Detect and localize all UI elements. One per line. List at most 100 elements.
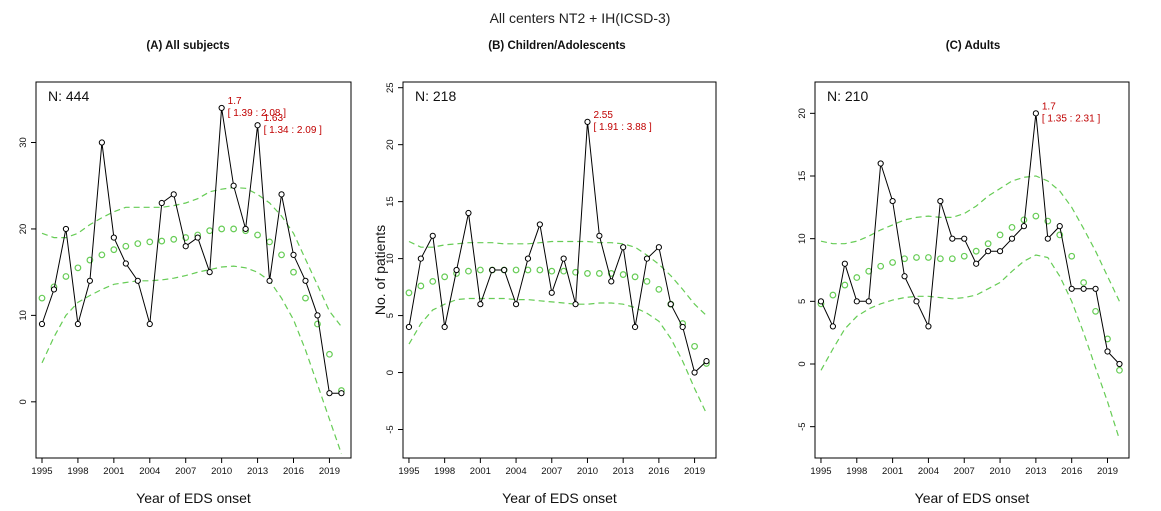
fitted-point xyxy=(326,350,333,358)
observed-point xyxy=(194,234,201,241)
figure-title: All centers NT2 + IH(ICSD-3) xyxy=(490,10,671,26)
rate-ratio-label: 1.7 xyxy=(1042,101,1056,112)
observed-point xyxy=(703,358,710,365)
fitted-point xyxy=(560,267,568,275)
fitted-point xyxy=(901,255,908,263)
x-tick-label: 1998 xyxy=(846,466,867,477)
fitted-point xyxy=(182,234,190,241)
observed-point xyxy=(266,277,273,284)
panel-title: (B) Children/Adolescents xyxy=(488,40,625,52)
y-tick-label: 10 xyxy=(797,233,808,244)
fitted-point xyxy=(1044,217,1052,225)
fitted-point xyxy=(441,273,449,281)
observed-point xyxy=(477,301,484,308)
fitted-point xyxy=(218,225,226,233)
fitted-point xyxy=(595,270,603,277)
observed-point xyxy=(206,269,213,276)
y-tick-label: 20 xyxy=(18,224,29,235)
lower-band-line xyxy=(41,265,342,454)
observed-point xyxy=(889,197,896,205)
x-tick-label: 1995 xyxy=(810,466,831,477)
fitted-point xyxy=(417,282,425,290)
x-axis-label: Year of EDS onset xyxy=(136,490,251,506)
observed-point xyxy=(596,232,603,239)
fitted-point xyxy=(996,231,1004,239)
observed-line xyxy=(820,113,1120,365)
observed-point xyxy=(572,301,579,308)
upper-band-line xyxy=(41,186,342,327)
panel-title: (A) All subjects xyxy=(146,40,229,52)
y-tick-label: 25 xyxy=(385,82,396,93)
y-tick-label: 0 xyxy=(385,370,396,375)
fitted-point xyxy=(170,235,178,243)
observed-point xyxy=(996,248,1004,255)
fitted-point xyxy=(572,268,579,276)
x-tick-label: 2010 xyxy=(989,466,1010,477)
x-tick-label: 2010 xyxy=(211,466,232,477)
observed-point xyxy=(877,160,884,167)
fitted-point xyxy=(110,246,118,254)
rate-ratio-label: 2.55 xyxy=(593,110,613,121)
observed-point xyxy=(691,369,698,376)
fitted-point xyxy=(877,262,885,270)
fitted-point xyxy=(1080,279,1088,286)
observed-point xyxy=(643,255,651,262)
x-tick-label: 2007 xyxy=(954,466,975,477)
observed-point xyxy=(417,255,424,262)
fitted-point xyxy=(290,268,297,276)
x-tick-label: 2007 xyxy=(175,466,196,477)
y-tick-label: 10 xyxy=(385,253,396,264)
fitted-point xyxy=(62,273,70,280)
fitted-point xyxy=(429,277,437,285)
observed-point xyxy=(817,298,825,305)
x-tick-label: 2001 xyxy=(882,466,903,477)
observed-point xyxy=(865,298,872,305)
fitted-point xyxy=(230,225,238,233)
fitted-point xyxy=(853,274,861,281)
upper-band-line xyxy=(408,240,707,317)
fitted-point xyxy=(691,342,698,350)
fitted-point xyxy=(1032,212,1040,220)
y-tick-label: 20 xyxy=(385,139,396,150)
observed-point xyxy=(50,286,58,293)
observed-point xyxy=(242,225,249,233)
y-tick-label: -5 xyxy=(385,425,396,433)
observed-point xyxy=(1116,360,1123,368)
observed-point xyxy=(913,298,920,305)
observed-point xyxy=(170,191,177,198)
observed-point xyxy=(146,320,153,328)
panel-2: (B) Children/Adolescents 1995 1998 2001 2004… xyxy=(372,40,717,506)
fitted-point xyxy=(936,255,944,263)
observed-point xyxy=(1032,110,1039,117)
observed-point xyxy=(230,182,237,189)
fitted-point xyxy=(1116,366,1123,374)
observed-point xyxy=(1008,235,1016,242)
fitted-point xyxy=(302,294,309,302)
fitted-point xyxy=(74,264,82,272)
plot-frame xyxy=(814,81,1130,459)
observed-point xyxy=(937,197,944,205)
observed-point xyxy=(608,278,615,285)
observed-point xyxy=(218,104,225,112)
n-label: N: 444 xyxy=(48,88,89,104)
fitted-point xyxy=(38,294,46,302)
observed-point xyxy=(925,323,932,330)
fitted-point xyxy=(86,256,94,264)
fitted-point xyxy=(841,281,849,289)
observed-point xyxy=(74,320,82,328)
observed-point xyxy=(655,244,662,251)
observed-point xyxy=(961,235,968,242)
y-tick-label: 0 xyxy=(18,399,29,404)
observed-point xyxy=(182,243,189,250)
observed-point xyxy=(536,221,543,228)
y-tick-label: -5 xyxy=(797,422,808,430)
observed-point xyxy=(110,234,117,241)
x-tick-label: 1998 xyxy=(67,466,88,477)
observed-point xyxy=(62,225,70,233)
observed-point xyxy=(584,118,591,125)
fitted-point xyxy=(122,242,130,250)
x-tick-label: 2013 xyxy=(1025,466,1046,477)
